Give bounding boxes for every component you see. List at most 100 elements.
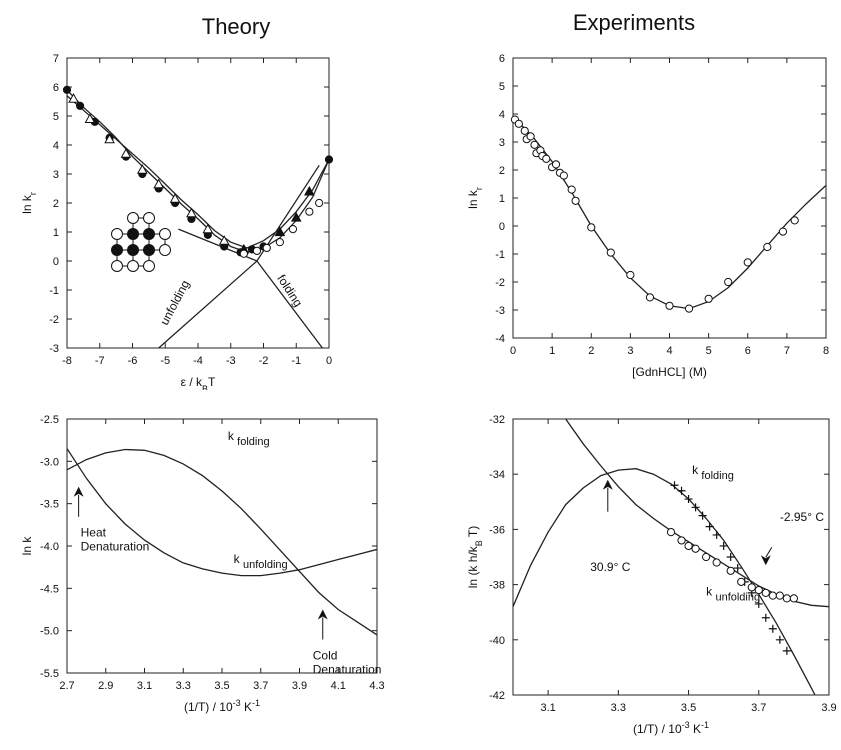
annotation-text: Heat	[81, 526, 107, 540]
data-point	[305, 207, 314, 216]
y-tick-label: -32	[489, 414, 505, 426]
x-tick-label: -2	[259, 355, 269, 367]
data-point	[68, 93, 79, 103]
lattice-open-node	[127, 212, 139, 224]
data-point	[712, 558, 721, 567]
annotation-text: Denaturation	[313, 663, 382, 677]
data-point	[726, 553, 735, 561]
arrow-head	[602, 479, 613, 490]
chart-experiment-rates-vs-gdnhcl: 0 1 2 3 4 5 6 7 8 -4 -3 -2 -1 0 1 2 3 4 5 6 [GdnHCL] (M) ln k…	[466, 53, 829, 379]
data-point	[775, 635, 784, 644]
heading-theory: Theory	[201, 14, 271, 39]
data-point	[768, 624, 777, 633]
x-tick-label: 3.1	[137, 680, 152, 692]
data-point	[530, 140, 539, 149]
lattice-open-node	[143, 212, 155, 224]
x-tick-label: -5	[160, 355, 170, 367]
data-point	[775, 591, 784, 600]
data-point	[304, 185, 315, 196]
data-point	[768, 591, 777, 600]
data-point	[737, 577, 746, 586]
series-line-k_unfolding	[67, 448, 377, 577]
data-point	[665, 301, 674, 310]
x-tick-label: 0	[510, 345, 516, 357]
series-line-folding	[178, 228, 323, 348]
annotation-text: Cold	[313, 649, 338, 663]
y-tick-label: 2	[53, 198, 59, 210]
plot-frame	[512, 57, 827, 339]
data-point	[705, 522, 714, 531]
y-tick-label: -1	[495, 249, 505, 261]
data-point	[626, 270, 635, 280]
data-point	[782, 594, 791, 603]
x-axis-label: (1/T) / 10-3 K-1	[184, 698, 260, 714]
y-tick-label: -42	[489, 690, 505, 702]
y-tick-label: 0	[499, 221, 505, 233]
x-tick-label: 0	[326, 355, 332, 367]
lattice-open-node	[159, 228, 171, 240]
data-point	[315, 198, 324, 208]
data-point	[120, 148, 132, 158]
x-tick-label: 3.5	[681, 702, 696, 714]
data-point	[761, 613, 770, 622]
arrow-head	[73, 486, 84, 497]
arrow-head	[760, 555, 771, 566]
x-tick-label: 1	[549, 345, 555, 357]
y-tick-label: -3.0	[40, 456, 59, 468]
data-point	[514, 119, 523, 128]
y-axis-label: ln kr	[20, 192, 38, 214]
x-tick-label: 3	[627, 345, 633, 357]
data-point	[571, 196, 580, 205]
y-tick-label: 4	[499, 109, 505, 121]
y-tick-label: 1	[499, 193, 505, 205]
data-point	[324, 155, 334, 164]
y-tick-label: -5.0	[40, 626, 59, 638]
lattice-diagram	[111, 212, 171, 272]
data-point	[677, 536, 686, 545]
data-point	[666, 528, 676, 537]
data-point	[743, 258, 752, 267]
data-point	[567, 185, 576, 194]
y-tick-label: -2	[495, 277, 505, 289]
y-tick-label: -38	[489, 580, 505, 592]
x-tick-label: -4	[193, 355, 203, 367]
data-point	[778, 227, 788, 236]
series-line-k_folding	[67, 448, 377, 636]
data-point	[136, 164, 148, 174]
heading-experiments: Experiments	[572, 10, 696, 35]
data-point	[275, 238, 284, 247]
arrow-head	[317, 609, 328, 620]
data-point	[754, 599, 763, 608]
lattice-filled-node	[143, 228, 155, 240]
data-point	[218, 235, 230, 245]
series-line-unfolding	[158, 164, 320, 348]
data-point	[677, 486, 686, 495]
y-tick-label: 6	[53, 82, 59, 94]
data-point	[761, 588, 770, 597]
x-tick-label: 5	[706, 345, 712, 357]
x-axis-label: ε / kBT	[181, 375, 216, 390]
data-point	[288, 225, 298, 234]
data-point	[559, 171, 568, 180]
x-tick-label: 2.9	[98, 680, 113, 692]
data-point	[153, 178, 165, 189]
y-tick-label: 5	[53, 111, 59, 123]
x-tick-label: 6	[745, 345, 751, 357]
data-point	[252, 246, 262, 255]
data-point	[239, 249, 248, 258]
data-point	[186, 207, 197, 218]
data-point	[587, 223, 596, 232]
y-tick-label: -2	[49, 314, 59, 326]
y-axis-label: ln k	[20, 536, 34, 556]
y-tick-label: 3	[53, 169, 59, 181]
x-tick-label: 3.1	[540, 702, 555, 714]
x-tick-label: -6	[128, 355, 138, 367]
chart-theory-rates-vs-temperature: 2.7 2.9 3.1 3.3 3.5 3.7 3.9 4.1 4.3 -5.5 -5.0 -4.5 -…	[20, 414, 385, 714]
annotation-text: 30.9° C	[590, 560, 630, 574]
data-point	[698, 511, 707, 520]
series-line-curve-3	[67, 95, 329, 249]
x-tick-label: 3.7	[253, 680, 268, 692]
x-tick-label: 3.3	[176, 680, 191, 692]
data-point	[684, 304, 694, 313]
data-point	[719, 541, 728, 550]
